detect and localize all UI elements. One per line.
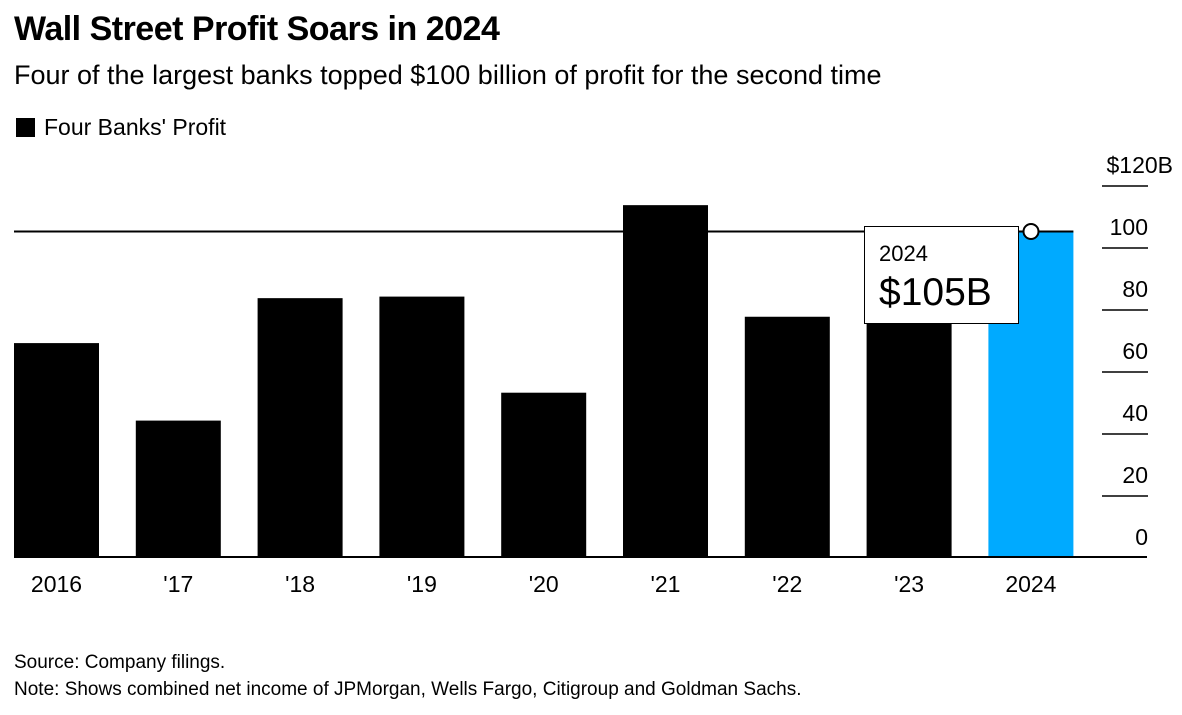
bar-chart: 2016 '17 '18 '19 '20 '21 '22 '23 2024 0 20 40 60 80 10…: [14, 152, 1173, 597]
legend: Four Banks' Profit: [16, 114, 226, 141]
y-tick-label: 100: [1110, 214, 1148, 240]
bar-2016: [14, 343, 99, 557]
bar-19: [379, 296, 465, 557]
x-tick-label: '18: [285, 571, 315, 597]
y-tick-label: 20: [1122, 462, 1148, 488]
bar-23: [866, 305, 952, 557]
x-tick-label: '19: [407, 571, 437, 597]
bar-20: [501, 392, 587, 557]
x-tick-label: '21: [651, 571, 681, 597]
y-tick-label: 60: [1122, 338, 1148, 364]
tooltip-value: $105B: [879, 271, 992, 314]
tooltip-year: 2024: [879, 241, 928, 266]
source-note: Source: Company filings.: [14, 652, 226, 673]
bar-17: [135, 420, 221, 557]
y-tick-label: 0: [1135, 524, 1148, 550]
footnote: Note: Shows combined net income of JPMor…: [14, 679, 802, 700]
x-tick-label: 2016: [31, 571, 82, 597]
x-tick-label: '17: [163, 571, 193, 597]
tooltip: 2024 $105B: [864, 226, 1019, 324]
y-tick-label: $120B: [1106, 152, 1173, 178]
reference-marker: [1022, 223, 1040, 240]
bar-18: [257, 298, 343, 557]
bar-22: [744, 316, 830, 557]
legend-label: Four Banks' Profit: [44, 114, 227, 140]
x-tick-label: '22: [772, 571, 802, 597]
bar-21: [623, 205, 708, 557]
x-tick-label: '23: [894, 571, 924, 597]
chart-title: Wall Street Profit Soars in 2024: [14, 10, 500, 48]
legend-swatch: [16, 118, 35, 137]
chart-subtitle: Four of the largest banks topped $100 bi…: [14, 60, 882, 90]
y-tick-label: 40: [1122, 400, 1148, 426]
x-tick-label: 2024: [1005, 571, 1056, 597]
y-tick-label: 80: [1122, 276, 1148, 302]
x-tick-label: '20: [529, 571, 559, 597]
